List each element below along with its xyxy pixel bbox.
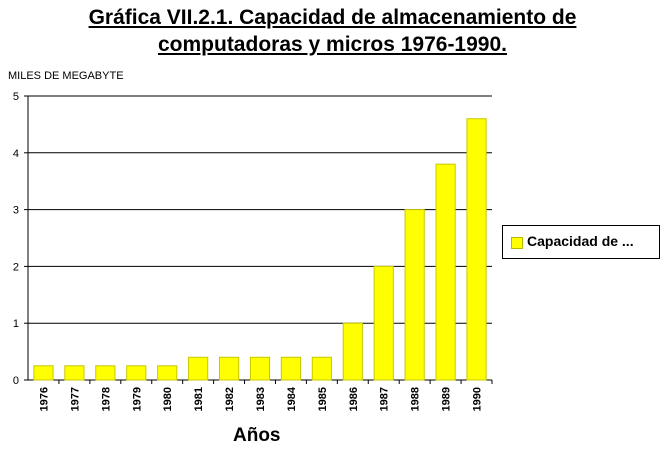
bar (218, 356, 240, 381)
x-axis-label: Años (233, 425, 281, 446)
legend: Capacidad de ... (502, 225, 660, 259)
x-tick-label: 1976 (38, 387, 50, 411)
x-tick-label: 1983 (255, 387, 267, 411)
x-tick-label: 1980 (162, 387, 174, 411)
x-tick-label: 1984 (286, 386, 298, 411)
x-tick-label: 1989 (441, 387, 453, 411)
y-tick-label: 2 (13, 261, 19, 273)
bar (157, 365, 178, 381)
x-tick-label: 1981 (193, 387, 205, 411)
x-tick-label: 1986 (348, 387, 360, 411)
x-tick-label: 1977 (69, 387, 81, 411)
legend-label: Capacidad de ... (527, 233, 634, 249)
y-axis-label: MILES DE MEGABYTE (8, 70, 124, 82)
x-tick-label: 1988 (410, 387, 422, 411)
x-tick-label: 1979 (131, 387, 143, 411)
y-tick-label: 5 (13, 91, 19, 103)
y-tick-label: 0 (13, 375, 19, 387)
x-tick-label: 1990 (472, 387, 484, 411)
bar (311, 356, 332, 381)
bar (466, 118, 487, 381)
y-tick-label: 4 (13, 148, 19, 160)
bar (188, 356, 209, 381)
legend-swatch (511, 237, 523, 249)
y-tick-label: 1 (13, 318, 19, 330)
bar (342, 322, 363, 381)
bar (373, 265, 394, 381)
x-tick-label: 1982 (224, 387, 236, 411)
bar (33, 365, 54, 381)
bar (95, 365, 116, 381)
bar (404, 209, 425, 381)
y-tick-label: 3 (13, 205, 19, 217)
chart-title-line-1: Gráfica VII.2.1. Capacidad de almacenami… (88, 6, 577, 29)
x-tick-label: 1985 (317, 387, 329, 411)
bar (280, 356, 302, 381)
x-tick-label: 1987 (379, 387, 391, 411)
x-tick-label: 1978 (100, 387, 112, 411)
bar (126, 365, 147, 381)
bar (64, 365, 85, 381)
bar (435, 163, 456, 381)
chart-title-line-2: computadoras y micros 1976-1990. (157, 33, 507, 56)
bar (249, 356, 271, 381)
